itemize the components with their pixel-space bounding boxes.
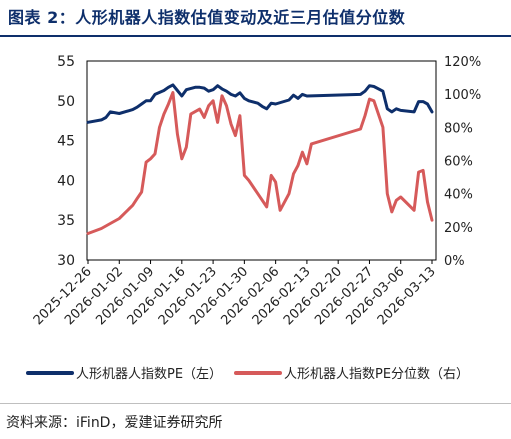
source-divider (0, 403, 511, 404)
pe-percentile-series-line (86, 91, 434, 235)
x-axis: 2025-12-262026-01-022026-01-092026-01-16… (31, 260, 439, 328)
right-tick-label: 40% (444, 188, 473, 203)
series-layer (86, 83, 434, 235)
right-tick-label: 60% (444, 155, 473, 170)
pe-series-line (86, 83, 434, 124)
right-tick-label: 80% (444, 121, 473, 136)
left-tick-label: 40 (57, 173, 75, 189)
left-tick-label: 30 (57, 253, 75, 269)
right-tick-label: 20% (444, 221, 473, 236)
legend-item-pe: 人形机器人指数PE（左） (26, 367, 222, 382)
right-tick-label: 100% (444, 88, 481, 103)
left-axis: 30 35 40 45 50 55 (57, 54, 75, 269)
line-chart: 30 35 40 45 50 55 0% 20% 40% 60% 80% 100% 120% 2025… (26, 54, 481, 382)
left-tick-label: 45 (57, 134, 75, 150)
legend-label: 人形机器人指数PE分位数（右） (284, 367, 469, 382)
source-note: 资料来源：iFinD，爱建证券研究所 (6, 415, 223, 431)
left-tick-label: 55 (57, 54, 75, 70)
legend: 人形机器人指数PE（左） 人形机器人指数PE分位数（右） (26, 367, 469, 382)
right-axis: 0% 20% 40% 60% 80% 100% 120% (444, 55, 481, 269)
left-tick-label: 50 (57, 94, 75, 110)
plot-frame (86, 60, 437, 261)
title-divider (0, 35, 511, 37)
legend-label: 人形机器人指数PE（左） (76, 367, 222, 382)
right-tick-label: 0% (444, 254, 465, 269)
left-tick-label: 35 (57, 213, 75, 229)
chart-title: 图表 2：人形机器人指数估值变动及近三月估值分位数 (8, 8, 406, 27)
legend-item-pe-percentile: 人形机器人指数PE分位数（右） (234, 367, 469, 382)
right-tick-label: 120% (444, 55, 481, 70)
